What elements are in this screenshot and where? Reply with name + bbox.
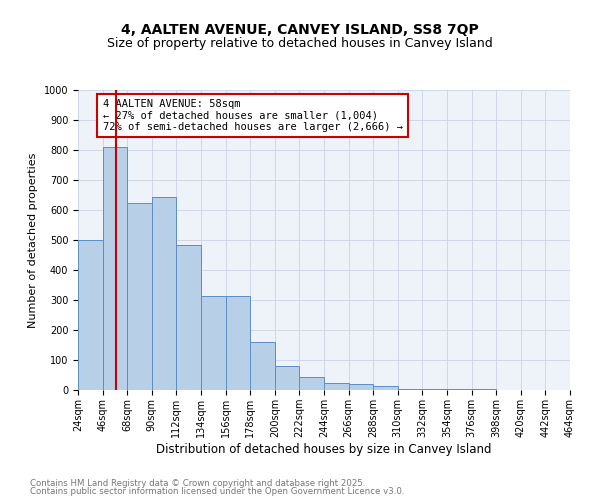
Bar [152, 196, 176, 390]
Bar [176, 244, 201, 390]
Bar [127, 202, 152, 390]
Text: Size of property relative to detached houses in Canvey Island: Size of property relative to detached ho… [107, 38, 493, 51]
Bar [103, 147, 127, 390]
Bar [78, 240, 103, 390]
Y-axis label: Number of detached properties: Number of detached properties [28, 152, 38, 328]
Bar [226, 296, 250, 390]
Bar [398, 388, 422, 390]
Bar [201, 296, 226, 390]
Bar [275, 366, 299, 390]
Bar [373, 386, 398, 390]
Bar [324, 384, 349, 390]
Text: Contains HM Land Registry data © Crown copyright and database right 2025.: Contains HM Land Registry data © Crown c… [30, 478, 365, 488]
Bar [349, 384, 373, 390]
X-axis label: Distribution of detached houses by size in Canvey Island: Distribution of detached houses by size … [156, 442, 492, 456]
Text: 4 AALTEN AVENUE: 58sqm
← 27% of detached houses are smaller (1,004)
72% of semi-: 4 AALTEN AVENUE: 58sqm ← 27% of detached… [103, 99, 403, 132]
Text: Contains public sector information licensed under the Open Government Licence v3: Contains public sector information licen… [30, 487, 404, 496]
Bar [447, 388, 472, 390]
Bar [250, 342, 275, 390]
Bar [299, 376, 324, 390]
Text: 4, AALTEN AVENUE, CANVEY ISLAND, SS8 7QP: 4, AALTEN AVENUE, CANVEY ISLAND, SS8 7QP [121, 22, 479, 36]
